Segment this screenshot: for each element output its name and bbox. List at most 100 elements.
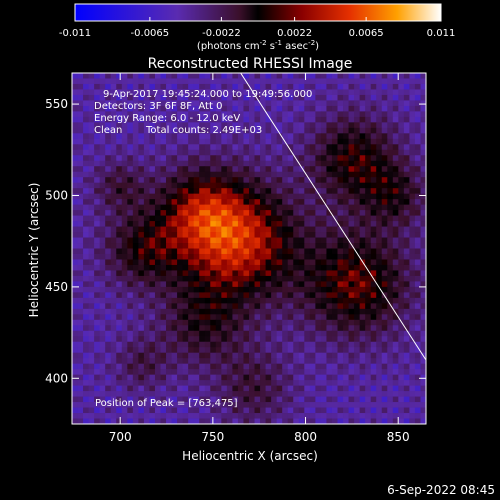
heatmap-cell bbox=[282, 253, 289, 260]
heatmap-cell bbox=[398, 374, 405, 381]
heatmap-cell bbox=[210, 248, 217, 255]
heatmap-cell bbox=[188, 396, 195, 403]
heatmap-cell bbox=[210, 297, 217, 304]
heatmap-cell bbox=[99, 418, 106, 424]
heatmap-cell bbox=[359, 303, 366, 310]
heatmap-cell bbox=[348, 281, 355, 288]
heatmap-cell bbox=[320, 297, 327, 304]
heatmap-cell bbox=[193, 232, 200, 238]
heatmap-cell bbox=[326, 325, 333, 332]
heatmap-cell bbox=[298, 160, 305, 167]
heatmap-cell bbox=[365, 144, 372, 151]
heatmap-cell bbox=[249, 270, 255, 277]
heatmap-cell bbox=[138, 407, 145, 414]
heatmap-cell bbox=[287, 237, 294, 244]
heatmap-cell bbox=[348, 122, 355, 129]
heatmap-cell bbox=[381, 78, 388, 85]
heatmap-cell bbox=[376, 226, 383, 233]
heatmap-cell bbox=[343, 177, 349, 184]
heatmap-cell bbox=[381, 237, 388, 244]
heatmap-cell bbox=[166, 264, 172, 271]
heatmap-cell bbox=[221, 166, 228, 173]
heatmap-cell bbox=[376, 292, 383, 299]
heatmap-cell bbox=[298, 149, 305, 156]
heatmap-cell bbox=[298, 347, 305, 354]
heatmap-cell bbox=[83, 94, 89, 101]
heatmap-cell bbox=[160, 264, 167, 271]
heatmap-cell bbox=[381, 402, 388, 408]
heatmap-cell bbox=[215, 275, 222, 282]
heatmap-cell bbox=[315, 352, 322, 359]
heatmap-cell bbox=[387, 281, 394, 288]
heatmap-cell bbox=[199, 385, 206, 392]
heatmap-cell bbox=[265, 363, 272, 370]
heatmap-cell bbox=[83, 221, 89, 227]
heatmap-cell bbox=[72, 89, 78, 96]
heatmap-cell bbox=[215, 210, 222, 216]
heatmap-cell bbox=[110, 215, 117, 222]
heatmap-cell bbox=[276, 413, 283, 419]
heatmap-cell bbox=[331, 374, 338, 381]
heatmap-cell bbox=[387, 127, 394, 134]
heatmap-cell bbox=[348, 391, 355, 397]
heatmap-cell bbox=[331, 330, 338, 337]
heatmap-cell bbox=[420, 199, 426, 206]
heatmap-cell bbox=[193, 391, 200, 397]
heatmap-cell bbox=[94, 83, 101, 90]
heatmap-cell bbox=[166, 325, 172, 332]
heatmap-cell bbox=[359, 286, 366, 293]
heatmap-cell bbox=[177, 127, 184, 134]
heatmap-cell bbox=[282, 155, 289, 162]
heatmap-cell bbox=[409, 325, 416, 332]
heatmap-cell bbox=[337, 78, 344, 85]
heatmap-cell bbox=[298, 193, 305, 200]
heatmap-cell bbox=[276, 297, 283, 304]
heatmap-cell bbox=[226, 259, 233, 266]
heatmap-cell bbox=[121, 297, 128, 304]
heatmap-cell bbox=[265, 210, 272, 216]
heatmap-cell bbox=[138, 303, 145, 310]
heatmap-cell bbox=[204, 111, 211, 118]
heatmap-cell bbox=[94, 232, 101, 238]
heatmap-cell bbox=[110, 391, 117, 397]
heatmap-cell bbox=[182, 259, 189, 266]
heatmap-cell bbox=[414, 122, 421, 129]
heatmap-cell bbox=[376, 215, 383, 222]
heatmap-cell bbox=[254, 314, 261, 321]
heatmap-cell bbox=[160, 100, 167, 107]
heatmap-cell bbox=[182, 358, 189, 365]
heatmap-cell bbox=[348, 199, 355, 206]
heatmap-cell bbox=[160, 193, 167, 200]
heatmap-cell bbox=[199, 232, 206, 238]
heatmap-cell bbox=[287, 138, 294, 145]
heatmap-cell bbox=[132, 352, 139, 359]
heatmap-cell bbox=[160, 73, 167, 79]
heatmap-cell bbox=[392, 248, 399, 255]
colorbar-tick-label: -0.0022 bbox=[202, 28, 241, 39]
heatmap-cell bbox=[171, 171, 178, 178]
heatmap-cell bbox=[398, 402, 405, 408]
x-tick-label: 750 bbox=[201, 430, 224, 444]
heatmap-cell bbox=[370, 78, 377, 85]
heatmap-cell bbox=[193, 221, 200, 227]
heatmap-cell bbox=[260, 407, 266, 414]
heatmap-cell bbox=[414, 78, 421, 85]
heatmap-cell bbox=[260, 319, 266, 326]
heatmap-cell bbox=[88, 407, 95, 414]
heatmap-cell bbox=[182, 363, 189, 370]
heatmap-cell bbox=[72, 83, 78, 90]
heatmap-cell bbox=[143, 402, 150, 408]
heatmap-cell bbox=[337, 111, 344, 118]
heatmap-cell bbox=[414, 171, 421, 178]
heatmap-cell bbox=[210, 188, 217, 195]
heatmap-cell bbox=[77, 325, 84, 332]
heatmap-cell bbox=[409, 193, 416, 200]
heatmap-cell bbox=[365, 358, 372, 365]
heatmap-cell bbox=[215, 105, 222, 112]
heatmap-cell bbox=[331, 347, 338, 354]
heatmap-cell bbox=[226, 232, 233, 238]
heatmap-cell bbox=[149, 73, 156, 79]
heatmap-cell bbox=[265, 166, 272, 173]
heatmap-cell bbox=[193, 292, 200, 299]
heatmap-cell bbox=[326, 391, 333, 397]
